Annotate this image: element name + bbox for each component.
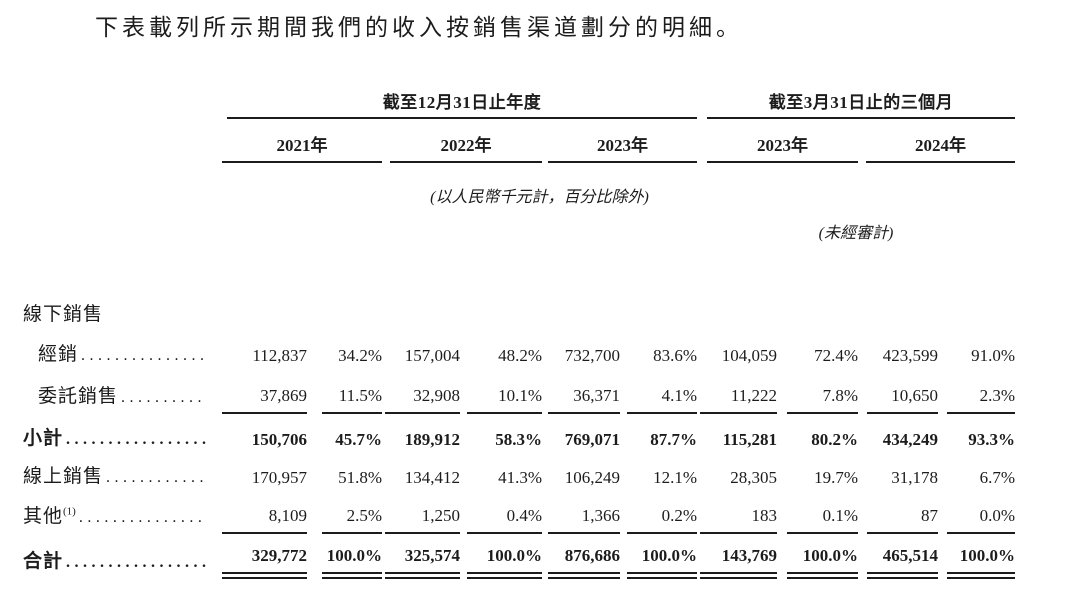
table-row-consignment: 委託銷售 37,869 11.5% 32,908 10.1% 36,371 4.… xyxy=(23,372,1015,414)
cell-value: 115,281 xyxy=(722,430,777,449)
cell-percent: 58.3% xyxy=(495,430,542,449)
dot-leader xyxy=(81,347,206,365)
cell-percent: 0.4% xyxy=(467,506,542,534)
cell-value: 28,305 xyxy=(730,468,777,487)
quarterly-period-header: 截至3月31日止的三個月 xyxy=(707,88,1015,119)
cell-value: 325,574 xyxy=(385,546,460,579)
row-label: 線上銷售 xyxy=(23,466,104,487)
cell-value: 1,366 xyxy=(548,506,620,534)
table-row-subtotal: 小計 150,706 45.7% 189,912 58.3% 769,071 8… xyxy=(23,414,1015,456)
table-row-total: 合計 329,772 100.0% 325,574 100.0% 876,686… xyxy=(23,534,1015,579)
table-row-distribution: 經銷 112,837 34.2% 157,004 48.2% 732,700 8… xyxy=(23,332,1015,372)
row-label: 小計 xyxy=(23,428,64,449)
table-row-others: 其他(1) 8,109 2.5% 1,250 0.4% 1,366 0.2% 1… xyxy=(23,494,1015,534)
cell-percent: 51.8% xyxy=(338,468,382,487)
unaudited-note: (未經審計) xyxy=(818,225,894,242)
cell-value: 112,837 xyxy=(252,346,307,365)
table-row-online-sales: 線上銷售 170,957 51.8% 134,412 41.3% 106,249… xyxy=(23,456,1015,494)
cell-percent: 91.0% xyxy=(971,346,1015,365)
cell-value: 32,908 xyxy=(385,386,460,414)
dot-leader xyxy=(121,389,206,407)
unaudited-note-row: (未經審計) xyxy=(23,210,1015,246)
cell-percent: 72.4% xyxy=(814,346,858,365)
cell-value: 150,706 xyxy=(251,430,307,449)
cell-percent: 0.0% xyxy=(947,506,1015,534)
cell-percent: 100.0% xyxy=(787,546,858,579)
cell-percent: 41.3% xyxy=(498,468,542,487)
cell-value: 170,957 xyxy=(251,468,307,487)
period-header-row: 截至12月31日止年度 截至3月31日止的三個月 xyxy=(23,88,1015,119)
cell-percent: 45.7% xyxy=(335,430,382,449)
cell-percent: 100.0% xyxy=(322,546,382,579)
quarter-2023-header: 2023年 xyxy=(707,131,858,163)
corner-cell xyxy=(23,88,207,119)
cell-percent: 11.5% xyxy=(322,386,382,414)
cell-percent: 87.7% xyxy=(650,430,697,449)
cell-value: 157,004 xyxy=(404,346,460,365)
cell-percent: 7.8% xyxy=(787,386,858,414)
cell-value: 183 xyxy=(700,506,777,534)
row-label: 合計 xyxy=(23,551,64,572)
cell-percent: 6.7% xyxy=(979,468,1015,487)
cell-value: 31,178 xyxy=(891,468,938,487)
year-2021-header: 2021年 xyxy=(222,131,382,163)
cell-percent: 4.1% xyxy=(627,386,697,414)
cell-percent: 12.1% xyxy=(653,468,697,487)
units-note-row: (以人民幣千元計，百分比除外) xyxy=(23,163,1015,210)
spacer-row xyxy=(23,246,1015,294)
cell-value: 36,371 xyxy=(548,386,620,414)
row-label: 經銷 xyxy=(38,344,79,365)
cell-percent: 19.7% xyxy=(814,468,858,487)
intro-sentence: 下表載列所示期間我們的收入按銷售渠道劃分的明細。 xyxy=(95,15,743,40)
year-2023-header: 2023年 xyxy=(548,131,697,163)
dot-leader xyxy=(106,469,206,487)
cell-percent: 100.0% xyxy=(627,546,697,579)
cell-percent: 100.0% xyxy=(947,546,1015,579)
cell-value: 465,514 xyxy=(867,546,938,579)
cell-value: 434,249 xyxy=(882,430,938,449)
cell-percent: 34.2% xyxy=(338,346,382,365)
row-label: 其他(1) xyxy=(23,505,76,527)
cell-value: 329,772 xyxy=(222,546,307,579)
cell-percent: 0.1% xyxy=(787,506,858,534)
cell-value: 104,059 xyxy=(721,346,777,365)
dot-leader xyxy=(66,554,206,572)
cell-value: 732,700 xyxy=(564,346,620,365)
cell-value: 87 xyxy=(867,506,938,534)
revenue-by-channel-table: 截至12月31日止年度 截至3月31日止的三個月 2021年 2022年 202… xyxy=(23,88,1015,579)
cell-value: 11,222 xyxy=(700,386,777,414)
year-header-row: 2021年 2022年 2023年 2023年 2024年 xyxy=(23,119,1015,163)
row-label: 委託銷售 xyxy=(38,386,119,407)
cell-value: 106,249 xyxy=(564,468,620,487)
cell-percent: 93.3% xyxy=(968,430,1015,449)
cell-value: 876,686 xyxy=(548,546,620,579)
cell-percent: 80.2% xyxy=(811,430,858,449)
cell-value: 8,109 xyxy=(222,506,307,534)
cell-percent: 2.3% xyxy=(947,386,1015,414)
annual-period-header: 截至12月31日止年度 xyxy=(227,88,697,119)
cell-percent: 10.1% xyxy=(467,386,542,414)
cell-value: 10,650 xyxy=(867,386,938,414)
cell-value: 423,599 xyxy=(882,346,938,365)
cell-value: 37,869 xyxy=(222,386,307,414)
cell-value: 143,769 xyxy=(700,546,777,579)
quarter-2024-header: 2024年 xyxy=(866,131,1015,163)
footnote-marker: (1) xyxy=(63,505,76,518)
dot-leader xyxy=(66,431,206,449)
cell-percent: 48.2% xyxy=(498,346,542,365)
cell-percent: 0.2% xyxy=(627,506,697,534)
year-2022-header: 2022年 xyxy=(390,131,542,163)
cell-value: 769,071 xyxy=(564,430,620,449)
cell-value: 134,412 xyxy=(404,468,460,487)
table-row-offline-sales: 線下銷售 xyxy=(23,294,1015,332)
cell-percent: 2.5% xyxy=(322,506,382,534)
units-note: (以人民幣千元計，百分比除外) xyxy=(430,189,649,206)
cell-value: 1,250 xyxy=(385,506,460,534)
cell-value: 189,912 xyxy=(404,430,460,449)
cell-percent: 83.6% xyxy=(653,346,697,365)
dot-leader xyxy=(79,509,206,527)
row-label: 線下銷售 xyxy=(23,304,104,325)
cell-percent: 100.0% xyxy=(467,546,542,579)
